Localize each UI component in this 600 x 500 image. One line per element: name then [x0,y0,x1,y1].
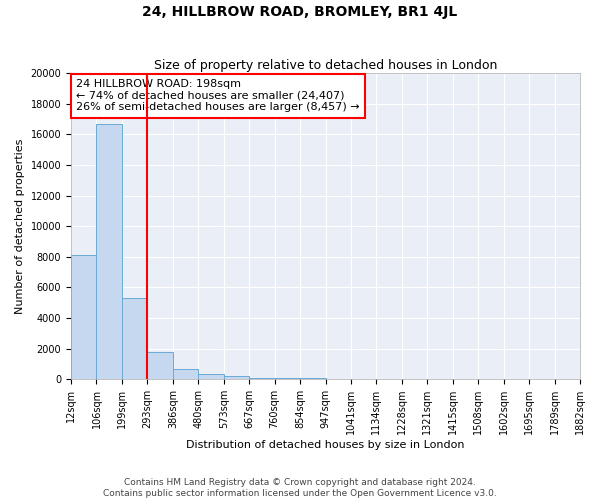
Bar [71,256,97,379]
Bar [249,378,275,379]
Bar [198,374,224,379]
Text: 24 HILLBROW ROAD: 198sqm
← 74% of detached houses are smaller (24,407)
26% of se: 24 HILLBROW ROAD: 198sqm ← 74% of detach… [76,80,360,112]
Bar [300,378,326,379]
Bar [173,368,198,379]
Y-axis label: Number of detached properties: Number of detached properties [15,138,25,314]
Bar [275,378,300,379]
Title: Size of property relative to detached houses in London: Size of property relative to detached ho… [154,59,497,72]
X-axis label: Distribution of detached houses by size in London: Distribution of detached houses by size … [186,440,465,450]
Bar [122,298,148,379]
Text: Contains HM Land Registry data © Crown copyright and database right 2024.
Contai: Contains HM Land Registry data © Crown c… [103,478,497,498]
Bar [97,124,122,379]
Text: 24, HILLBROW ROAD, BROMLEY, BR1 4JL: 24, HILLBROW ROAD, BROMLEY, BR1 4JL [142,5,458,19]
Bar [148,352,173,379]
Bar [224,376,249,379]
